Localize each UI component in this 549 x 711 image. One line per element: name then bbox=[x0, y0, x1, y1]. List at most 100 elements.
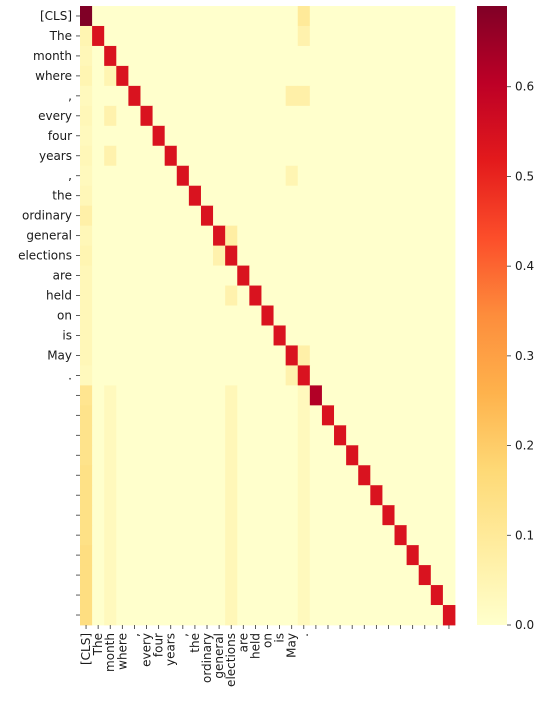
heatmap-cell-r9-c8 bbox=[176, 185, 190, 207]
column-tick-label: , bbox=[176, 633, 190, 637]
heatmap-cell-r13-c22 bbox=[346, 265, 359, 286]
heatmap-cell-r24-c28 bbox=[418, 485, 432, 506]
heatmap-cell-r27-c2 bbox=[104, 545, 117, 566]
heatmap-cell-r3-c24 bbox=[370, 65, 383, 87]
heatmap-cell-r4-c15 bbox=[261, 85, 274, 107]
heatmap-cell-r30-c8 bbox=[176, 605, 190, 626]
heatmap-cell-r22-c29 bbox=[430, 445, 444, 466]
heatmap-cell-r1-c5 bbox=[140, 25, 153, 47]
heatmap-cell-r4-c6 bbox=[152, 85, 166, 107]
heatmap-cell-r11-c6 bbox=[152, 225, 166, 247]
heatmap-cell-r14-c14 bbox=[249, 285, 262, 306]
heatmap-cell-r1-c26 bbox=[394, 25, 408, 47]
row-tick-label: . bbox=[68, 368, 72, 382]
heatmap-cell-r21-c23 bbox=[358, 425, 371, 446]
heatmap-cell-r19-c26 bbox=[394, 385, 408, 406]
heatmap-cell-r16-c0 bbox=[80, 325, 93, 346]
heatmap-cell-r0-c3 bbox=[116, 6, 129, 27]
heatmap-cell-r3-c29 bbox=[430, 65, 444, 87]
heatmap-cell-r18-c7 bbox=[164, 365, 178, 386]
heatmap-cell-r16-c22 bbox=[346, 325, 359, 346]
column-tick-label: . bbox=[297, 633, 311, 637]
heatmap-cell-r27-c18 bbox=[297, 545, 311, 566]
heatmap-cell-r7-c22 bbox=[346, 145, 359, 167]
heatmap-cell-r7-c16 bbox=[273, 145, 287, 167]
heatmap-cell-r19-c24 bbox=[370, 385, 383, 406]
heatmap-cell-r18-c22 bbox=[346, 365, 359, 386]
heatmap-cell-r30-c4 bbox=[128, 605, 141, 626]
heatmap-cell-r15-c5 bbox=[140, 305, 153, 326]
heatmap-cell-r9-c10 bbox=[200, 185, 214, 207]
heatmap-cell-r24-c7 bbox=[164, 485, 178, 506]
heatmap-cell-r18-c13 bbox=[237, 365, 250, 386]
heatmap-cell-r6-c15 bbox=[261, 125, 274, 147]
heatmap-cell-r16-c4 bbox=[128, 325, 141, 346]
column-tick-label: on bbox=[261, 633, 275, 648]
heatmap-cell-r1-c23 bbox=[358, 25, 371, 47]
heatmap-cell-r8-c12 bbox=[225, 165, 238, 187]
heatmap-cell-r25-c17 bbox=[285, 505, 299, 526]
heatmap-cell-r28-c30 bbox=[442, 565, 456, 586]
heatmap-cell-r21-c7 bbox=[164, 425, 178, 446]
heatmap-cell-r25-c20 bbox=[321, 505, 335, 526]
heatmap-cell-r21-c5 bbox=[140, 425, 153, 446]
heatmap-cell-r12-c27 bbox=[406, 245, 420, 266]
heatmap-cell-r28-c29 bbox=[430, 565, 444, 586]
heatmap-cell-r29-c16 bbox=[273, 585, 287, 606]
heatmap-cell-r3-c23 bbox=[358, 65, 371, 87]
heatmap-cell-r18-c14 bbox=[249, 365, 262, 386]
heatmap-cell-r20-c16 bbox=[273, 405, 287, 426]
heatmap-cell-r1-c30 bbox=[442, 25, 456, 47]
heatmap-cell-r19-c3 bbox=[116, 385, 129, 406]
column-tick-label: general bbox=[212, 633, 226, 679]
heatmap-cell-r25-c8 bbox=[176, 505, 190, 526]
heatmap-cell-r11-c5 bbox=[140, 225, 153, 247]
heatmap-cell-r20-c23 bbox=[358, 405, 371, 426]
heatmap-cell-r5-c20 bbox=[321, 105, 335, 127]
heatmap-cell-r14-c4 bbox=[128, 285, 141, 306]
heatmap-cell-r22-c4 bbox=[128, 445, 141, 466]
heatmap-cell-r16-c6 bbox=[152, 325, 166, 346]
heatmap-cell-r23-c0 bbox=[80, 465, 93, 486]
column-tick-label: are bbox=[236, 633, 250, 652]
heatmap-cell-r1-c14 bbox=[249, 25, 262, 47]
heatmap-cell-r10-c17 bbox=[285, 205, 299, 227]
heatmap-cell-r11-c8 bbox=[176, 225, 190, 247]
row-tick-label: where bbox=[35, 69, 72, 83]
heatmap-cell-r25-c18 bbox=[297, 505, 311, 526]
heatmap-cell-r3-c1 bbox=[92, 65, 105, 87]
heatmap-cell-r6-c23 bbox=[358, 125, 371, 147]
heatmap-cell-r2-c8 bbox=[176, 45, 190, 67]
heatmap-cell-r11-c2 bbox=[104, 225, 117, 247]
heatmap-cell-r15-c3 bbox=[116, 305, 129, 326]
heatmap-cell-r23-c14 bbox=[249, 465, 262, 486]
heatmap-cell-r23-c25 bbox=[382, 465, 395, 486]
heatmap-cell-r18-c5 bbox=[140, 365, 153, 386]
heatmap-cell-r9-c1 bbox=[92, 185, 105, 207]
heatmap-cell-r23-c5 bbox=[140, 465, 153, 486]
heatmap-cell-r18-c30 bbox=[442, 365, 456, 386]
heatmap-cell-r3-c18 bbox=[297, 65, 311, 87]
row-tick-label: elections bbox=[18, 249, 72, 263]
heatmap-cell-r18-c1 bbox=[92, 365, 105, 386]
heatmap-cell-r30-c28 bbox=[418, 605, 432, 626]
heatmap-cell-r27-c29 bbox=[430, 545, 444, 566]
heatmap-cell-r1-c21 bbox=[334, 25, 347, 47]
colorbar-tick-label: 0.2 bbox=[515, 439, 534, 453]
heatmap-cell-r4-c25 bbox=[382, 85, 395, 107]
heatmap-cell-r21-c3 bbox=[116, 425, 129, 446]
heatmap-cell-r27-c19 bbox=[309, 545, 323, 566]
heatmap-cell-r4-c26 bbox=[394, 85, 408, 107]
heatmap-cell-r13-c26 bbox=[394, 265, 408, 286]
heatmap-cell-r12-c4 bbox=[128, 245, 141, 266]
heatmap-cell-r18-c8 bbox=[176, 365, 190, 386]
heatmap-cell-r20-c15 bbox=[261, 405, 274, 426]
heatmap-cell-r21-c30 bbox=[442, 425, 456, 446]
heatmap-cell-r4-c29 bbox=[430, 85, 444, 107]
heatmap-cell-r8-c20 bbox=[321, 165, 335, 187]
heatmap-cell-r26-c15 bbox=[261, 525, 274, 546]
heatmap-cell-r7-c1 bbox=[92, 145, 105, 167]
heatmap-cell-r28-c7 bbox=[164, 565, 178, 586]
column-tick-label: [CLS] bbox=[79, 633, 93, 665]
heatmap-cell-r14-c21 bbox=[334, 285, 347, 306]
